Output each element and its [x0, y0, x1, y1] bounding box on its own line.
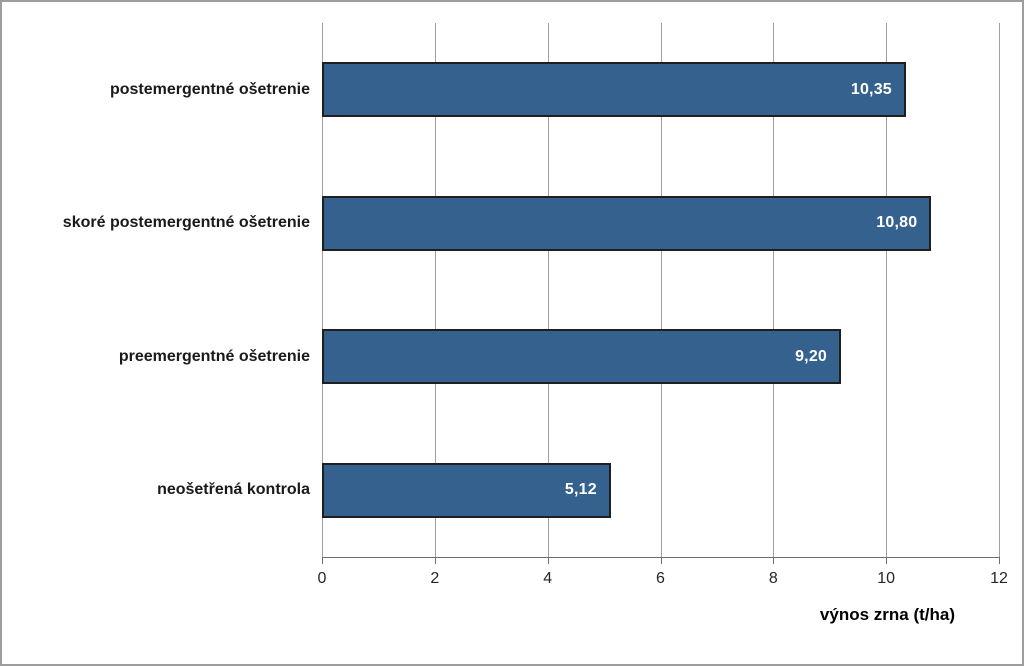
category-label: postemergentné ošetrenie	[109, 80, 310, 98]
x-tick-mark	[547, 557, 549, 564]
bar-value-label: 10,80	[876, 214, 918, 232]
gridline	[434, 23, 436, 557]
x-tick-mark	[773, 557, 775, 564]
gridline	[773, 23, 775, 557]
category-label: neošetřená kontrola	[157, 481, 310, 499]
bar-value-label: 5,12	[564, 481, 597, 499]
x-tick-label: 4	[543, 570, 553, 587]
x-tick-mark	[999, 557, 1000, 564]
category-label: preemergentné ošetrenie	[118, 347, 310, 365]
bar-3: 9,20	[322, 329, 842, 385]
x-tick-label: 0	[317, 570, 327, 587]
gridline	[660, 23, 662, 557]
x-tick-mark	[322, 557, 323, 564]
x-axis: 0 2 4 6 8 10 12	[318, 557, 1008, 597]
category-axis: postemergentné ošetrenie skoré postemerge…	[2, 23, 310, 557]
bar-value-label: 10,35	[850, 80, 892, 98]
bar-4: 5,12	[322, 462, 611, 518]
gridline	[547, 23, 549, 557]
category-label: skoré postemergentné ošetrenie	[62, 214, 310, 232]
plot-area: 10,35 10,80 9,20 5,12	[322, 23, 1000, 557]
x-axis-title: výnos zrna (t/ha)	[819, 605, 955, 624]
x-tick-label: 10	[877, 570, 896, 587]
x-tick-label: 6	[656, 570, 665, 587]
x-tick-mark	[886, 557, 888, 564]
bar-value-label: 9,20	[795, 347, 828, 365]
x-tick-mark	[660, 557, 662, 564]
gridline	[322, 23, 323, 557]
x-tick-mark	[434, 557, 436, 564]
bar-1: 10,35	[322, 62, 906, 118]
x-tick-label: 8	[768, 570, 778, 587]
gridline	[999, 23, 1000, 557]
x-tick-label: 12	[990, 570, 1008, 587]
x-tick-label: 2	[430, 570, 440, 587]
gridline	[886, 23, 888, 557]
bar-2: 10,80	[322, 195, 932, 251]
